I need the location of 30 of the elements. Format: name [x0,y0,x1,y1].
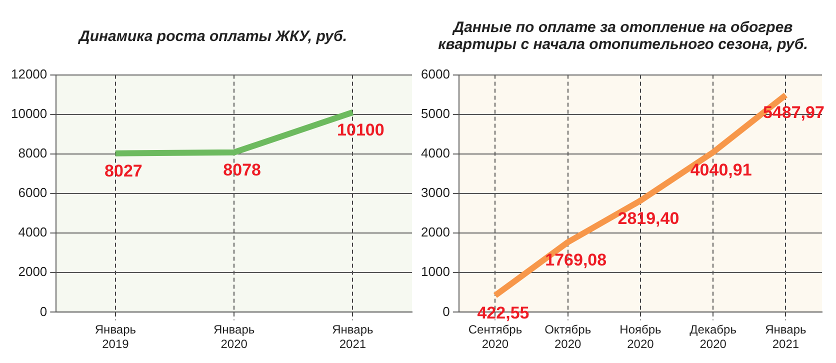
y-tick-label: 4000 [18,224,48,240]
y-tick-label: 0 [40,304,48,319]
y-tick-label: 8000 [18,146,48,161]
data-label: 10100 [337,120,384,140]
x-tick-label: Январь 2021 [332,322,374,352]
x-tick-label: Сентябрь 2020 [468,322,522,352]
y-tick-label: 6000 [421,66,450,82]
y-tick-label: 3000 [421,185,450,200]
x-tick-label: Январь 2020 [214,322,255,352]
y-tick-label: 1000 [421,264,450,280]
x-tick-label: Ноябрь 2020 [620,322,662,352]
data-label: 8027 [104,162,142,181]
x-tick-label: Январь 2019 [94,322,136,352]
data-label: 4040,91 [690,160,752,180]
y-tick-label: 2000 [18,264,48,280]
data-label: 1769,08 [545,250,607,270]
y-tick-label: 6000 [18,185,48,200]
x-tick-label: Январь 2021 [765,322,806,352]
y-tick-label: 2000 [421,224,450,240]
y-tick-label: 5000 [421,106,450,121]
chart-title: Динамика роста оплаты ЖКУ, руб. [77,26,348,46]
y-tick-label: 10000 [10,106,48,121]
data-label: 8078 [223,160,261,180]
y-tick-label: 12000 [10,66,48,82]
x-tick-label: Декабрь 2020 [690,322,736,352]
chart-title: Данные по оплате за отопление на обогрев квартиры с начала отопительного сезона, руб. [437,18,809,55]
data-label: 2819,40 [618,208,680,228]
y-tick-label: 0 [442,304,450,319]
x-tick-label: Октябрь 2020 [544,322,592,352]
y-tick-label: 4000 [421,146,450,161]
